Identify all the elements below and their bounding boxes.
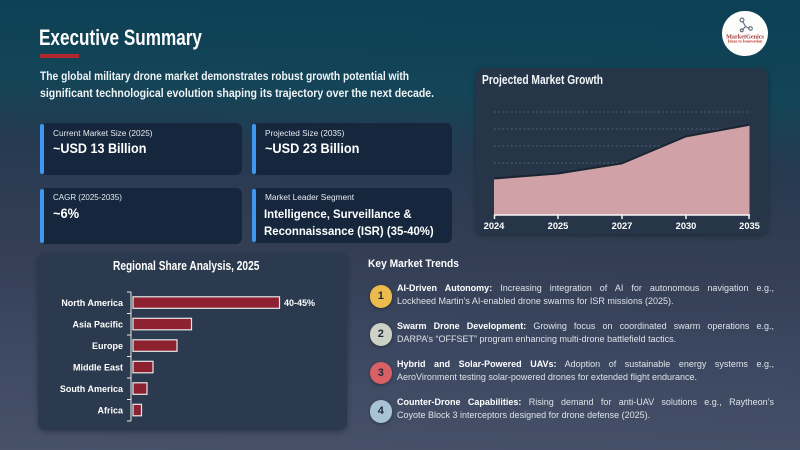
svg-text:2027: 2027 xyxy=(612,221,633,231)
svg-text:2030: 2030 xyxy=(676,221,697,231)
svg-text:Africa: Africa xyxy=(97,405,124,415)
svg-text:2025: 2025 xyxy=(548,221,569,231)
svg-text:MarketGenics: MarketGenics xyxy=(726,33,764,40)
svg-text:40-45%: 40-45% xyxy=(284,298,315,308)
svg-text:Europe: Europe xyxy=(92,341,123,351)
svg-text:2024: 2024 xyxy=(484,221,506,231)
svg-text:South America: South America xyxy=(60,384,124,394)
svg-text:Asia Pacific: Asia Pacific xyxy=(72,319,123,329)
svg-text:2035: 2035 xyxy=(739,221,760,231)
svg-text:North America: North America xyxy=(61,298,124,308)
svg-text:Ideas to Innovation: Ideas to Innovation xyxy=(728,38,763,43)
svg-text:Middle East: Middle East xyxy=(73,362,123,372)
